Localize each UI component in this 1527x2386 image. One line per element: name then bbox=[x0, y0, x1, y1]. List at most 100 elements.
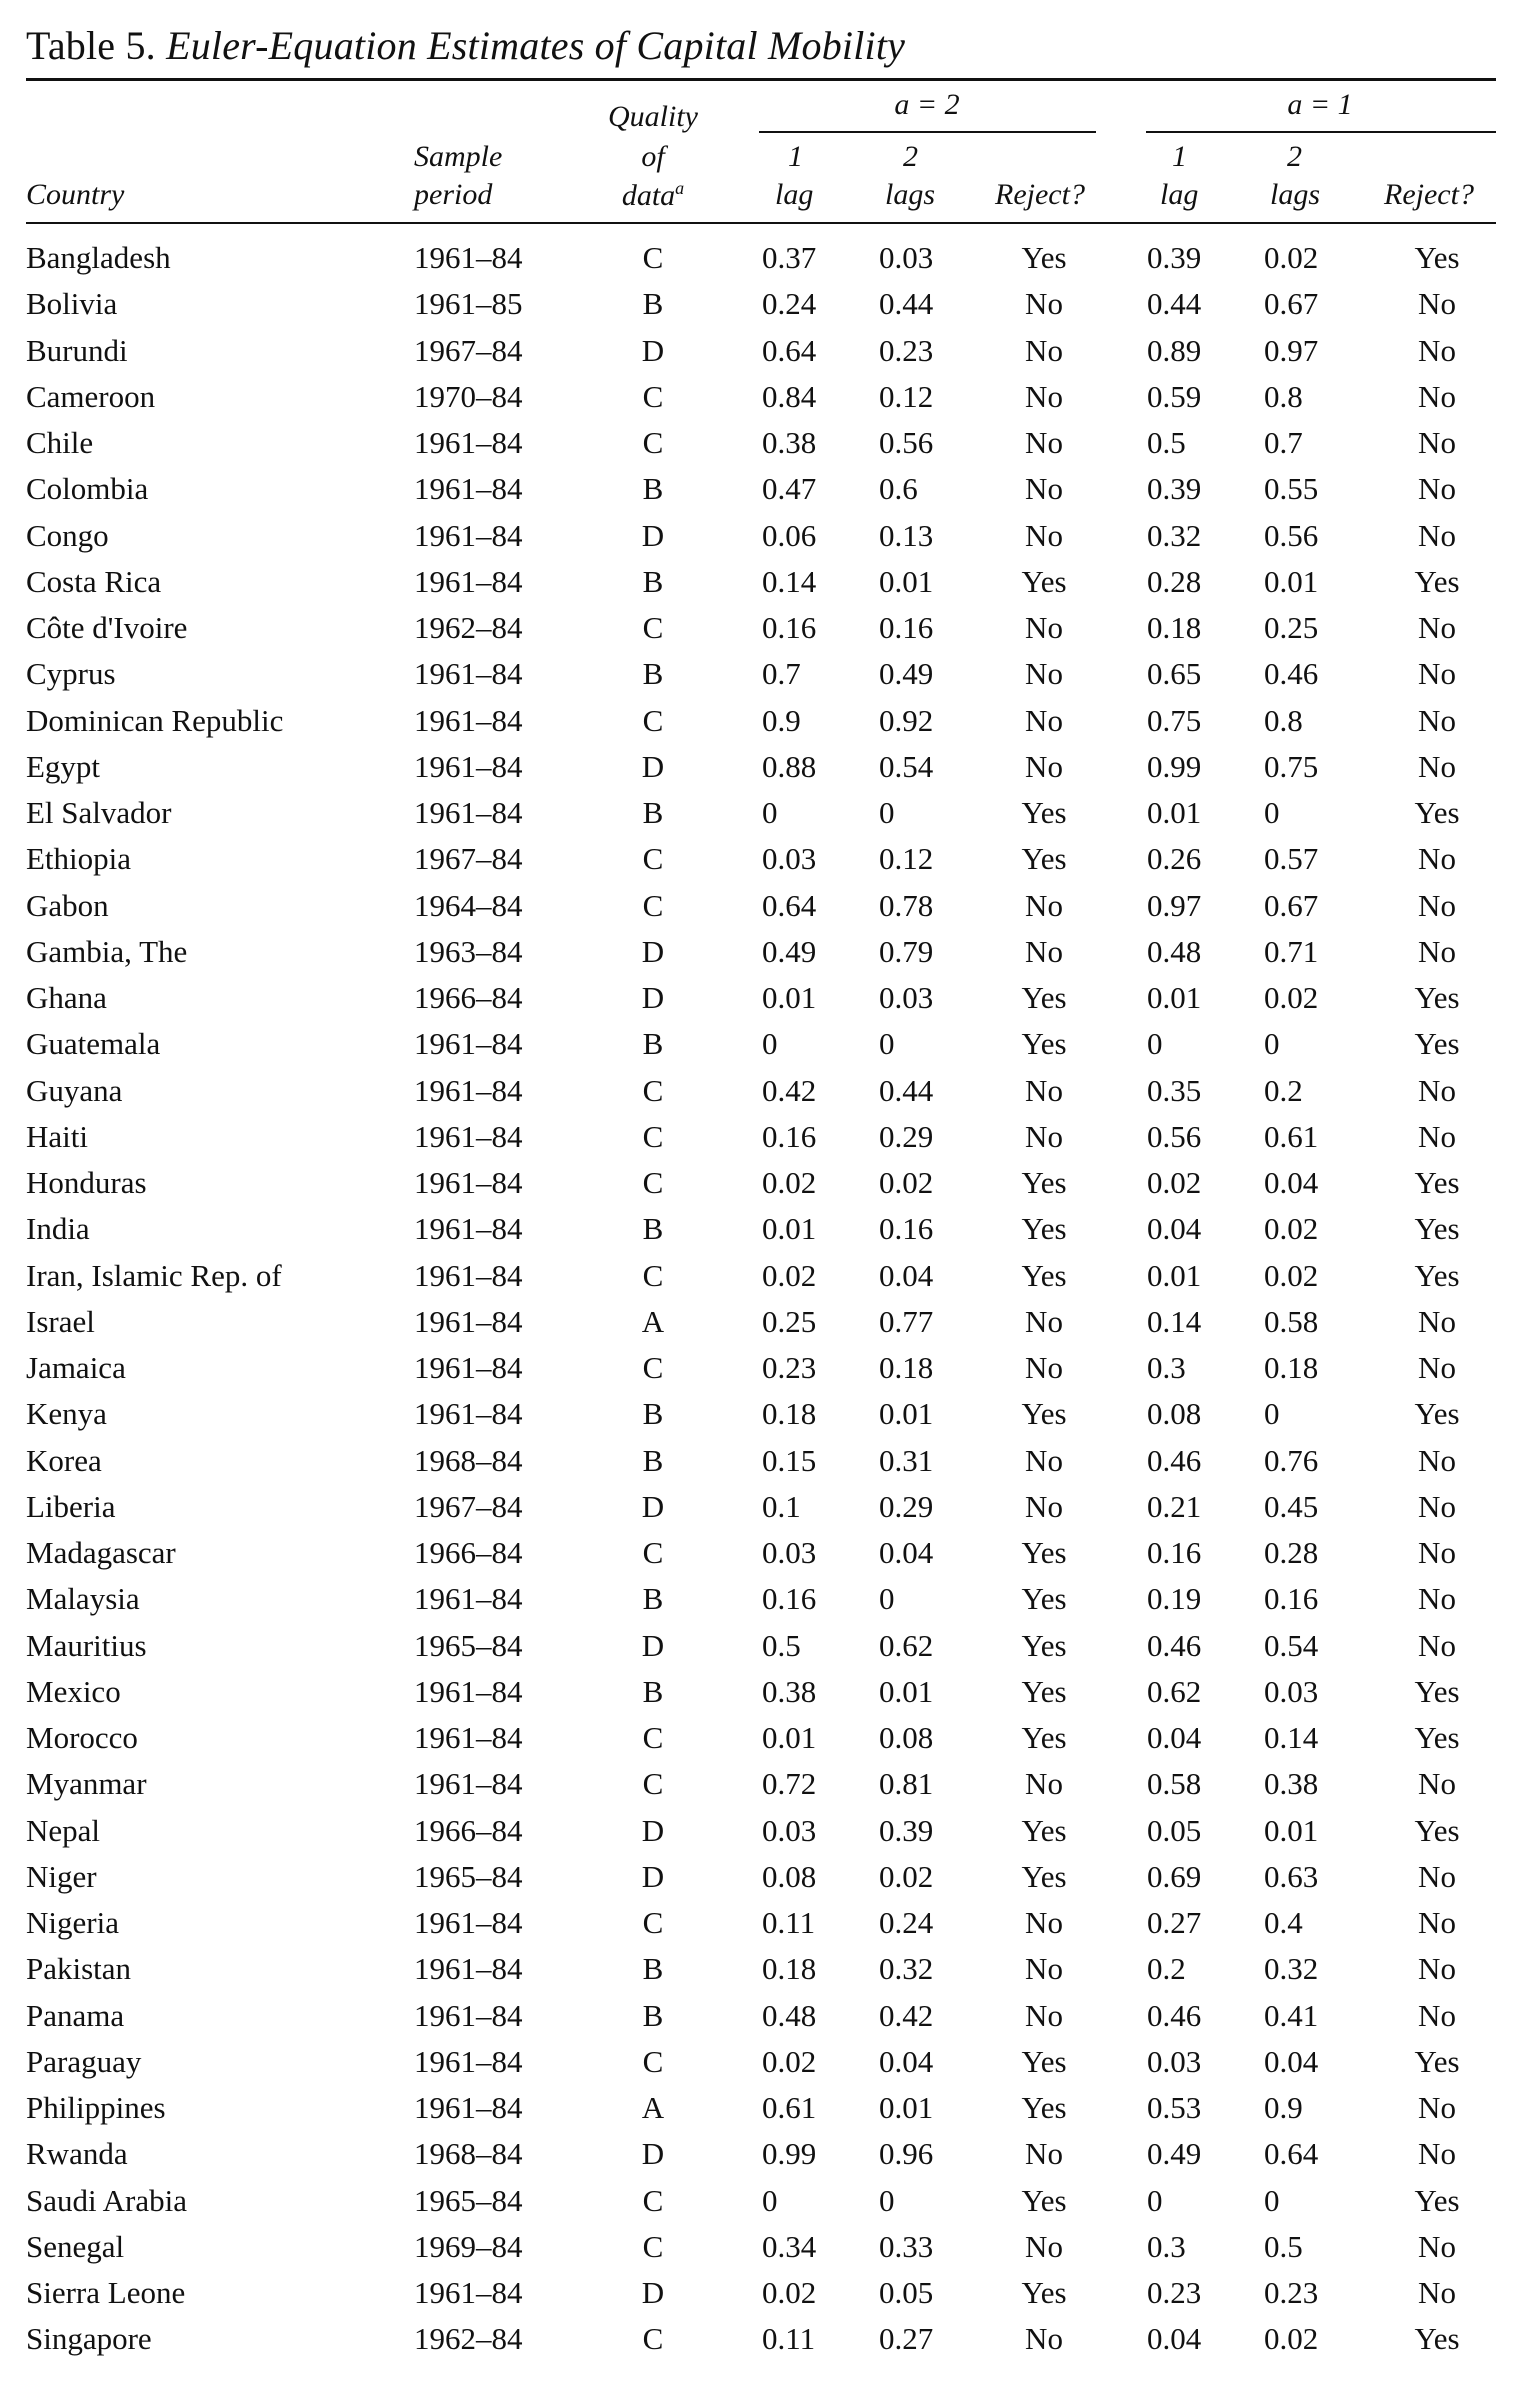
a2-lag2-cell: 0.29 bbox=[879, 1489, 934, 1524]
a2-lag2-cell: 0 bbox=[879, 2183, 895, 2218]
a1-lag1-cell: 0 bbox=[1147, 1026, 1163, 1061]
a2-reject-cell: Yes bbox=[1021, 1535, 1067, 1570]
a2-lag1-cell: 0.16 bbox=[762, 1119, 817, 1154]
a1-reject-cell: No bbox=[1418, 1350, 1456, 1385]
table-row: Gambia, The 1963–84 D 0.49 0.79 No 0.48 0.71 No bbox=[0, 934, 1527, 980]
a2-lag1-cell: 0.02 bbox=[762, 2044, 817, 2079]
period-cell: 1967–84 bbox=[414, 333, 523, 368]
country-cell: Cyprus bbox=[26, 656, 116, 691]
a2-lag2-cell: 0.08 bbox=[879, 1720, 934, 1755]
a2-lag2-cell: 0.01 bbox=[879, 1674, 934, 1709]
a1-reject-cell: Yes bbox=[1414, 2183, 1460, 2218]
header-sample-line2: period bbox=[414, 178, 493, 211]
a1-lag1-cell: 0.5 bbox=[1147, 425, 1186, 460]
period-cell: 1961–84 bbox=[414, 1766, 523, 1801]
header-rule bbox=[26, 222, 1496, 224]
a1-lag1-cell: 0.05 bbox=[1147, 1813, 1202, 1848]
a1-lag2-cell: 0 bbox=[1264, 1396, 1280, 1431]
a1-lag2-cell: 0.56 bbox=[1264, 518, 1319, 553]
table-row: Gabon 1964–84 C 0.64 0.78 No 0.97 0.67 No bbox=[0, 888, 1527, 934]
country-cell: Honduras bbox=[26, 1165, 147, 1200]
a1-lag2-cell: 0 bbox=[1264, 1026, 1280, 1061]
a2-lag1-cell: 0.7 bbox=[762, 656, 801, 691]
a1-lag1-cell: 0.97 bbox=[1147, 888, 1202, 923]
a2-lag1-cell: 0.61 bbox=[762, 2090, 817, 2125]
a2-lag2-cell: 0.6 bbox=[879, 471, 918, 506]
a2-lag2-cell: 0.16 bbox=[879, 610, 934, 645]
quality-cell: C bbox=[642, 1165, 664, 1200]
a1-lag1-cell: 0.59 bbox=[1147, 379, 1202, 414]
period-cell: 1961–84 bbox=[414, 2090, 523, 2125]
period-cell: 1961–84 bbox=[414, 1304, 523, 1339]
a1-lag1-cell: 0.28 bbox=[1147, 564, 1202, 599]
a1-reject-cell: No bbox=[1418, 1581, 1456, 1616]
a2-lag2-cell: 0.39 bbox=[879, 1813, 934, 1848]
table-row: Guatemala 1961–84 B 0 0 Yes 0 0 Yes bbox=[0, 1026, 1527, 1072]
country-cell: Jamaica bbox=[26, 1350, 126, 1385]
a2-lag2-cell: 0.13 bbox=[879, 518, 934, 553]
country-cell: Nigeria bbox=[26, 1905, 119, 1940]
header-quality-line2: of bbox=[641, 140, 665, 173]
quality-cell: D bbox=[641, 980, 665, 1015]
a2-lag1-cell: 0.03 bbox=[762, 1535, 817, 1570]
header-quality-line3: dataa bbox=[621, 178, 685, 212]
a1-lag1-cell: 0.75 bbox=[1147, 703, 1202, 738]
a2-lag2-cell: 0.77 bbox=[879, 1304, 934, 1339]
a2-lag2-cell: 0.04 bbox=[879, 1535, 934, 1570]
country-cell: Colombia bbox=[26, 471, 149, 506]
a2-reject-cell: No bbox=[1025, 1489, 1063, 1524]
a1-reject-cell: No bbox=[1418, 471, 1456, 506]
a1-lag1-cell: 0.39 bbox=[1147, 240, 1202, 275]
a2-lag2-cell: 0.16 bbox=[879, 1211, 934, 1246]
a2-lag1-cell: 0.48 bbox=[762, 1998, 817, 2033]
quality-cell: C bbox=[642, 888, 664, 923]
table-row: Honduras 1961–84 C 0.02 0.02 Yes 0.02 0.04 Yes bbox=[0, 1165, 1527, 1211]
period-cell: 1961–84 bbox=[414, 1119, 523, 1154]
period-cell: 1961–84 bbox=[414, 1258, 523, 1293]
a1-lag2-cell: 0.01 bbox=[1264, 564, 1319, 599]
table-row: Congo 1961–84 D 0.06 0.13 No 0.32 0.56 No bbox=[0, 518, 1527, 564]
quality-cell: C bbox=[642, 2183, 664, 2218]
a2-lag1-cell: 0.03 bbox=[762, 1813, 817, 1848]
period-cell: 1961–84 bbox=[414, 1674, 523, 1709]
group-rule-a2 bbox=[759, 131, 1096, 133]
a1-lag1-cell: 0.44 bbox=[1147, 286, 1202, 321]
table-row: Madagascar 1966–84 C 0.03 0.04 Yes 0.16 0.28 No bbox=[0, 1535, 1527, 1581]
a1-reject-cell: No bbox=[1418, 333, 1456, 368]
quality-cell: C bbox=[642, 1119, 664, 1154]
period-cell: 1969–84 bbox=[414, 2229, 523, 2264]
a2-reject-cell: No bbox=[1025, 286, 1063, 321]
header-sample-line1: Sample bbox=[414, 140, 503, 173]
country-cell: Kenya bbox=[26, 1396, 107, 1431]
country-cell: Congo bbox=[26, 518, 109, 553]
a1-lag2-cell: 0.2 bbox=[1264, 1073, 1303, 1108]
table-row: Ghana 1966–84 D 0.01 0.03 Yes 0.01 0.02 Yes bbox=[0, 980, 1527, 1026]
table-row: Dominican Republic 1961–84 C 0.9 0.92 No 0.75 0… bbox=[0, 703, 1527, 749]
country-cell: Morocco bbox=[26, 1720, 138, 1755]
period-cell: 1966–84 bbox=[414, 980, 523, 1015]
a2-lag1-cell: 0.16 bbox=[762, 610, 817, 645]
a2-lag2-cell: 0.54 bbox=[879, 749, 934, 784]
table-row: Haiti 1961–84 C 0.16 0.29 No 0.56 0.61 No bbox=[0, 1119, 1527, 1165]
a2-reject-cell: Yes bbox=[1021, 1165, 1067, 1200]
a1-lag1-cell: 0.89 bbox=[1147, 333, 1202, 368]
a1-lag1-cell: 0.08 bbox=[1147, 1396, 1202, 1431]
a2-lag1-cell: 0.42 bbox=[762, 1073, 817, 1108]
period-cell: 1967–84 bbox=[414, 841, 523, 876]
a2-reject-cell: No bbox=[1025, 1766, 1063, 1801]
table-row: Sierra Leone 1961–84 D 0.02 0.05 Yes 0.23 0.23 N… bbox=[0, 2275, 1527, 2321]
a1-lag1-cell: 0.69 bbox=[1147, 1859, 1202, 1894]
table-row: Cyprus 1961–84 B 0.7 0.49 No 0.65 0.46 No bbox=[0, 656, 1527, 702]
a2-lag1-cell: 0.88 bbox=[762, 749, 817, 784]
a1-reject-cell: No bbox=[1418, 286, 1456, 321]
a2-reject-cell: No bbox=[1025, 425, 1063, 460]
a1-reject-cell: No bbox=[1418, 888, 1456, 923]
a2-lag1-cell: 0.02 bbox=[762, 1165, 817, 1200]
period-cell: 1963–84 bbox=[414, 934, 523, 969]
quality-cell: B bbox=[642, 564, 664, 599]
period-cell: 1961–84 bbox=[414, 1998, 523, 2033]
quality-cell: C bbox=[642, 240, 664, 275]
a1-reject-cell: No bbox=[1418, 1304, 1456, 1339]
a2-lag1-cell: 0.16 bbox=[762, 1581, 817, 1616]
a1-reject-cell: Yes bbox=[1414, 1165, 1460, 1200]
